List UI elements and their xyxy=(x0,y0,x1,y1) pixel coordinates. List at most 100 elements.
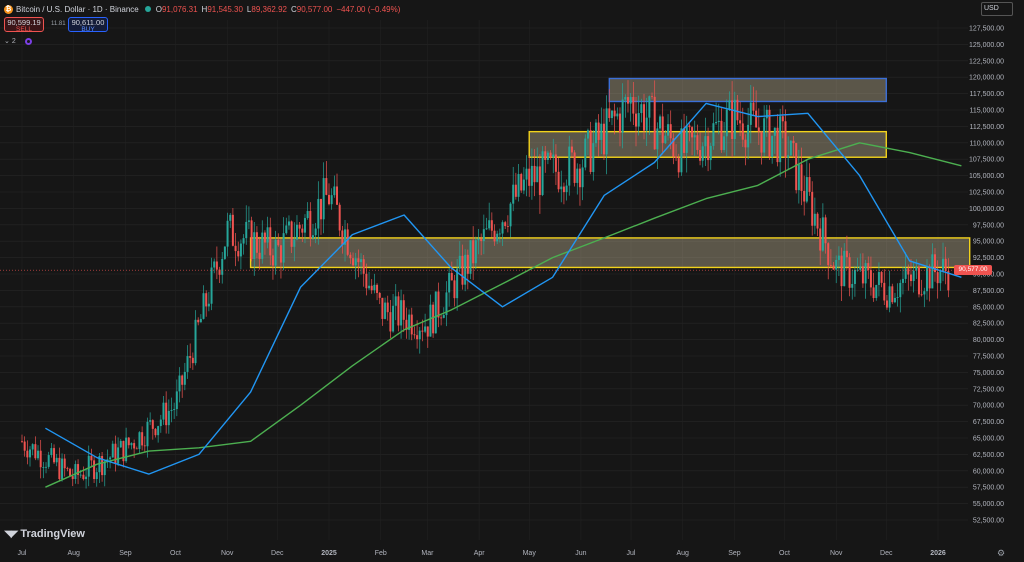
candle-body xyxy=(867,263,870,271)
candle-body xyxy=(45,466,48,468)
sell-button[interactable]: 90,599.19 SELL xyxy=(4,17,44,33)
candle-body xyxy=(421,330,424,332)
candle-body xyxy=(907,268,910,275)
y-tick-label: 75,000.00 xyxy=(973,370,1004,377)
y-tick-label: 100,000.00 xyxy=(969,206,1004,213)
candle-body xyxy=(133,443,136,449)
candle-body xyxy=(397,296,400,326)
candle-body xyxy=(536,166,539,183)
tradingview-logo[interactable]: ◥◤ TradingView xyxy=(4,528,85,540)
candle-body xyxy=(637,113,640,127)
candle-body xyxy=(821,217,824,251)
candle-body xyxy=(528,168,531,186)
candle-body xyxy=(309,211,312,239)
candle-body xyxy=(109,457,112,460)
candle-body xyxy=(450,272,453,281)
candle-body xyxy=(504,222,507,227)
candle-body xyxy=(869,270,872,288)
candle-body xyxy=(608,108,611,119)
candle-body xyxy=(765,109,768,119)
candle-body xyxy=(410,314,413,335)
tradingview-mark-icon: ◥◤ xyxy=(4,528,18,540)
candle-body xyxy=(151,420,154,429)
candle-body xyxy=(53,448,56,463)
candle-body xyxy=(784,121,787,158)
candle-body xyxy=(197,319,200,323)
symbol-header: ₿ Bitcoin / U.S. Dollar · 1D · Binance O… xyxy=(4,2,404,16)
candle-body xyxy=(768,109,771,157)
candle-body xyxy=(749,102,752,125)
candle-body xyxy=(119,440,122,448)
candle-body xyxy=(242,238,245,244)
currency-selector[interactable]: USD xyxy=(981,2,1013,16)
candle-body xyxy=(496,233,499,242)
candle-body xyxy=(250,220,253,260)
candle-body xyxy=(146,421,149,447)
candle-body xyxy=(416,335,419,340)
candle-body xyxy=(349,254,352,259)
candle-body xyxy=(480,238,483,242)
candle-body xyxy=(215,261,218,270)
candle-body xyxy=(901,278,904,283)
candle-body xyxy=(891,286,894,303)
candle-body xyxy=(584,138,587,168)
candle-body xyxy=(138,432,141,450)
candle-body xyxy=(368,285,371,289)
candle-body xyxy=(819,228,822,251)
candle-body xyxy=(832,265,835,270)
candle-body xyxy=(453,280,456,299)
price-axis[interactable]: 127,500.00 125,000.00 122,500.00 120,000.00… xyxy=(969,26,1004,525)
candle-body xyxy=(402,300,405,320)
candle-body xyxy=(899,282,902,298)
candle-body xyxy=(885,300,888,308)
candle-body xyxy=(47,455,50,467)
candle-body xyxy=(557,171,560,190)
candle-body xyxy=(111,443,114,458)
candle-body xyxy=(117,447,120,464)
candle-body xyxy=(493,230,496,242)
x-tick-label: Apr xyxy=(474,550,486,557)
candle-body xyxy=(301,228,304,233)
candle-body xyxy=(797,164,800,191)
candle-body xyxy=(512,184,515,204)
candle-body xyxy=(290,221,293,247)
candle-body xyxy=(696,135,699,150)
candle-body xyxy=(757,127,760,132)
candle-body xyxy=(506,226,509,227)
candle-body xyxy=(645,117,648,131)
time-axis[interactable]: Jul Aug Sep Oct Nov Dec 2025 Feb Mar Apr May Jun Jul… xyxy=(18,550,946,557)
indicators-toggle[interactable]: ⌄ 2 xyxy=(4,37,32,45)
gear-icon[interactable]: ⚙ xyxy=(997,548,1006,558)
candle-body xyxy=(189,356,192,358)
y-tick-label: 110,000.00 xyxy=(969,140,1004,147)
indicator-icon[interactable] xyxy=(24,37,32,45)
candle-body xyxy=(640,104,643,114)
y-tick-label: 70,000.00 xyxy=(973,403,1004,410)
candle-body xyxy=(538,166,541,195)
candle-body xyxy=(23,441,26,451)
candle-body xyxy=(71,476,74,480)
candle-body xyxy=(221,258,224,275)
candle-body xyxy=(669,124,672,139)
candle-body xyxy=(715,121,718,124)
candle-body xyxy=(21,441,23,443)
candle-body xyxy=(568,146,571,186)
candle-body xyxy=(373,284,376,291)
candle-body xyxy=(344,229,347,245)
y-tick-label: 67,500.00 xyxy=(973,419,1004,426)
candle-body xyxy=(61,458,64,480)
candle-body xyxy=(394,296,397,306)
x-tick-label: Nov xyxy=(221,550,234,557)
candle-body xyxy=(282,233,285,263)
candle-body xyxy=(541,151,544,195)
candle-body xyxy=(771,135,774,157)
candle-body xyxy=(920,294,923,296)
candle-body xyxy=(336,186,339,205)
buy-button[interactable]: 90,611.00 BUY xyxy=(68,17,108,33)
candle-body xyxy=(597,122,600,140)
candle-body xyxy=(360,259,363,263)
candle-body xyxy=(896,297,899,298)
symbol-title[interactable]: Bitcoin / U.S. Dollar · 1D · Binance xyxy=(16,4,139,14)
sell-price: 90,599.19 xyxy=(7,18,41,27)
